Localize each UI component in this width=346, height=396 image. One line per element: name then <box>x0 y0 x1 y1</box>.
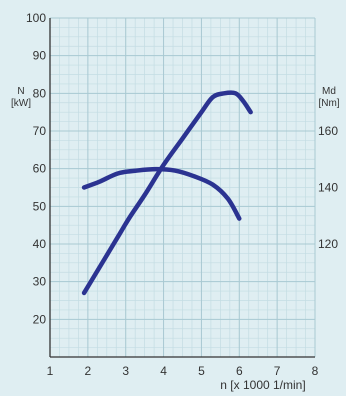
right-tick-label: 120 <box>318 237 338 251</box>
left-tick-label: 80 <box>33 86 47 100</box>
axes <box>49 18 315 358</box>
right-axis-label-line-1: Md <box>322 86 336 97</box>
left-tick-labels: 20 30 40 50 60 70 80 90 100 <box>26 11 46 326</box>
left-tick-label: 70 <box>33 124 47 138</box>
x-tick-label: 6 <box>236 364 243 378</box>
left-axis-label-line-1: N <box>17 86 24 97</box>
left-tick-label: 100 <box>26 11 46 25</box>
right-axis-label-line-2: [Nm] <box>318 98 339 109</box>
grid-major <box>49 17 316 358</box>
right-tick-label: 140 <box>318 181 338 195</box>
x-tick-label: 2 <box>85 364 92 378</box>
left-tick-label: 90 <box>33 49 47 63</box>
right-tick-labels: 120 140 160 <box>318 124 338 251</box>
left-tick-label: 20 <box>33 312 47 326</box>
x-tick-label: 3 <box>122 364 129 378</box>
x-axis-label: n [x 1000 1/min] <box>220 378 305 392</box>
left-tick-label: 40 <box>33 237 47 251</box>
left-tick-label: 30 <box>33 275 47 289</box>
series-line-power <box>81 90 253 296</box>
x-tick-label: 7 <box>274 364 281 378</box>
series-layer <box>81 90 253 296</box>
series-line-torque <box>81 166 242 221</box>
left-tick-label: 60 <box>33 162 47 176</box>
x-tick-label: 4 <box>160 364 167 378</box>
x-tick-labels: 1 2 3 4 5 6 7 8 <box>47 364 319 378</box>
left-axis-label-line-2: [kW] <box>11 98 31 109</box>
x-tick-label: 8 <box>312 364 319 378</box>
right-tick-label: 160 <box>318 124 338 138</box>
x-tick-label: 5 <box>198 364 205 378</box>
left-tick-label: 50 <box>33 199 47 213</box>
x-tick-label: 1 <box>47 364 54 378</box>
